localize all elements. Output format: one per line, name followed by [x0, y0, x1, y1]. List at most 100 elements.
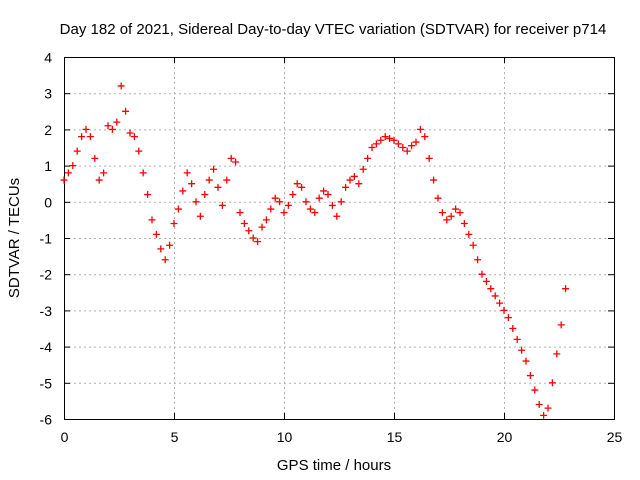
- data-point: [372, 140, 380, 148]
- data-point: [69, 162, 77, 170]
- data-point: [223, 176, 231, 184]
- data-point: [368, 144, 376, 151]
- data-points: [60, 82, 570, 419]
- data-point: [179, 187, 187, 195]
- data-point: [526, 372, 534, 380]
- data-point: [553, 350, 561, 358]
- data-point: [262, 216, 270, 224]
- data-point: [350, 172, 358, 180]
- data-point: [104, 122, 112, 130]
- data-point: [130, 133, 138, 141]
- data-point: [60, 176, 68, 184]
- x-axis-label: GPS time / hours: [277, 457, 391, 474]
- data-point: [170, 220, 178, 228]
- data-point: [500, 306, 508, 314]
- data-point: [324, 191, 332, 199]
- data-point: [460, 220, 468, 228]
- data-point: [306, 205, 314, 213]
- data-point: [447, 212, 455, 220]
- y-tick-label: -2: [40, 267, 53, 283]
- data-point: [276, 198, 284, 206]
- data-point: [245, 227, 253, 235]
- data-point: [64, 169, 72, 177]
- x-tick-label: 20: [497, 429, 513, 445]
- data-point: [531, 386, 539, 394]
- data-point: [364, 154, 372, 162]
- data-point: [82, 125, 90, 133]
- data-point: [408, 142, 416, 150]
- data-point: [174, 205, 182, 213]
- data-point: [139, 169, 147, 177]
- data-point: [562, 285, 570, 293]
- grid-lines: [64, 57, 614, 419]
- data-point: [496, 299, 504, 307]
- data-point: [359, 165, 367, 173]
- y-tick-label: -5: [40, 375, 53, 391]
- data-point: [478, 270, 486, 278]
- y-tick-label: 4: [44, 50, 52, 66]
- data-point: [280, 209, 288, 217]
- data-point: [557, 321, 565, 329]
- data-point: [100, 169, 108, 177]
- data-point: [144, 191, 152, 199]
- data-point: [240, 220, 248, 228]
- data-point: [311, 209, 319, 217]
- data-point: [434, 194, 442, 202]
- data-point: [342, 183, 350, 191]
- data-point: [122, 107, 130, 115]
- data-point: [522, 357, 530, 365]
- data-point: [293, 180, 301, 188]
- data-point: [192, 198, 200, 206]
- y-tick-label: 0: [44, 194, 52, 210]
- data-point: [438, 209, 446, 217]
- data-point: [95, 176, 103, 184]
- data-point: [509, 325, 517, 332]
- chart-title: Day 182 of 2021, Sidereal Day-to-day VTE…: [60, 21, 607, 38]
- data-point: [518, 346, 526, 354]
- data-point: [421, 133, 429, 141]
- data-point: [91, 154, 99, 162]
- data-point: [456, 209, 464, 217]
- data-point: [504, 314, 512, 322]
- data-point: [482, 277, 490, 285]
- data-point: [201, 191, 209, 199]
- data-point: [86, 133, 94, 141]
- data-point: [249, 234, 257, 242]
- data-point: [210, 165, 218, 173]
- data-point: [148, 216, 156, 224]
- data-point: [254, 238, 262, 246]
- data-point: [302, 198, 310, 206]
- data-point: [465, 230, 473, 238]
- data-point: [236, 209, 244, 217]
- data-point: [108, 125, 116, 133]
- data-point: [205, 176, 213, 184]
- data-point: [381, 133, 389, 141]
- y-tick-label: 3: [44, 86, 52, 102]
- data-point: [183, 169, 191, 177]
- data-point: [535, 401, 543, 409]
- data-point: [218, 201, 226, 209]
- data-point: [377, 136, 385, 144]
- data-point: [544, 404, 552, 412]
- data-point: [214, 183, 222, 191]
- data-point: [284, 201, 292, 209]
- data-point: [227, 154, 235, 162]
- y-axis-label: SDTVAR / TECUs: [6, 178, 23, 298]
- y-tick-label: -3: [40, 303, 53, 319]
- data-point: [399, 144, 407, 151]
- data-point: [403, 147, 411, 155]
- y-tick-label: -4: [40, 339, 53, 355]
- data-point: [491, 292, 499, 300]
- data-point: [513, 335, 521, 343]
- data-point: [320, 187, 328, 195]
- data-point: [157, 245, 165, 253]
- x-tick-label: 5: [171, 429, 179, 445]
- data-point: [289, 191, 297, 199]
- data-point: [487, 285, 495, 293]
- data-point: [425, 154, 433, 162]
- y-tick-label: -6: [40, 412, 53, 428]
- data-point: [298, 183, 306, 191]
- series-points: [60, 82, 570, 419]
